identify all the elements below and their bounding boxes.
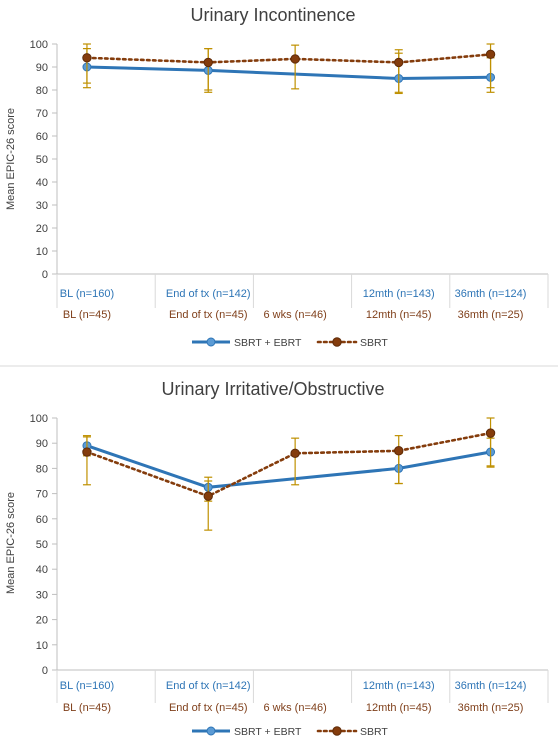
legend-label: SBRT — [360, 337, 388, 349]
y-tick-label: 50 — [36, 539, 48, 551]
series-line — [86, 65, 491, 81]
x-tick-label: BL (n=45) — [63, 309, 111, 321]
y-tick-label: 0 — [42, 269, 48, 281]
series-line — [86, 444, 491, 489]
y-tick-label: 60 — [36, 514, 48, 526]
chart-title: Urinary Incontinence — [190, 5, 355, 25]
x-tick-label: 6 wks (n=46) — [263, 309, 326, 321]
data-point — [290, 448, 300, 458]
y-tick-label: 10 — [36, 246, 48, 258]
y-tick-label: 70 — [36, 108, 48, 120]
x-tick-label: End of tx (n=45) — [169, 309, 248, 321]
y-axis-title: Mean EPIC-26 score — [5, 108, 17, 210]
series-sbrt-ebrt — [82, 47, 496, 95]
series-sbrt — [82, 417, 496, 531]
series-line — [85, 53, 492, 64]
data-point — [485, 428, 496, 438]
chart-plot-area: 0 10 20 30 40 50 60 70 80 90 100 BL (n=160) End of t… — [30, 39, 549, 349]
y-tick-label: 90 — [36, 62, 48, 74]
x-tick-label: 36mth (n=124) — [455, 288, 527, 300]
y-tick-label: 0 — [42, 665, 48, 677]
data-point — [203, 57, 213, 68]
chart-urinary-irritative-obstructive: Urinary Irritative/Obstructive Mean EPIC… — [5, 379, 549, 738]
y-tick-label: 100 — [30, 39, 48, 51]
y-tick-label: 100 — [30, 413, 48, 425]
x-tick-label: 12mth (n=143) — [363, 288, 435, 300]
legend-swatch-marker — [332, 726, 342, 736]
y-axis-title: Mean EPIC-26 score — [5, 492, 17, 594]
y-tick-label: 80 — [36, 463, 48, 475]
y-tick-label: 20 — [36, 223, 48, 235]
legend-label: SBRT + EBRT — [234, 337, 302, 349]
data-point — [394, 446, 404, 456]
x-tick-label: BL (n=160) — [60, 680, 114, 692]
chart-plot-area: 0 10 20 30 40 50 60 70 80 90 100 BL (n=160) End of t… — [30, 413, 549, 738]
data-point — [290, 54, 300, 64]
chart-urinary-incontinence: Urinary Incontinence Mean EPIC-26 score … — [5, 5, 549, 349]
chart-title: Urinary Irritative/Obstructive — [161, 379, 384, 399]
x-tick-label: 36mth (n=25) — [458, 309, 524, 321]
y-tick-label: 40 — [36, 177, 48, 189]
x-tick-label: 36mth (n=124) — [455, 680, 527, 692]
data-point — [485, 49, 496, 60]
x-tick-label: BL (n=160) — [60, 288, 114, 300]
data-point — [203, 491, 213, 501]
y-tick-label: 20 — [36, 615, 48, 627]
series-line — [85, 431, 492, 498]
y-tick-label: 30 — [36, 589, 48, 601]
y-tick-label: 40 — [36, 564, 48, 576]
y-tick-label: 10 — [36, 640, 48, 652]
x-tick-label: 12mth (n=143) — [363, 680, 435, 692]
legend-swatch-marker — [332, 337, 342, 347]
x-tick-label: BL (n=45) — [63, 702, 111, 714]
data-point — [82, 447, 92, 457]
x-tick-label: End of tx (n=142) — [166, 680, 251, 692]
y-tick-label: 80 — [36, 85, 48, 97]
series-sbrt — [82, 43, 496, 93]
series-sbrt-ebrt — [82, 435, 496, 502]
y-tick-label: 30 — [36, 200, 48, 212]
legend: SBRT + EBRT SBRT — [192, 337, 388, 349]
x-tick-label: 12mth (n=45) — [366, 702, 432, 714]
x-tick-label: End of tx (n=45) — [169, 702, 248, 714]
y-tick-label: 90 — [36, 438, 48, 450]
y-tick-label: 50 — [36, 154, 48, 166]
x-tick-label: 12mth (n=45) — [366, 309, 432, 321]
legend: SBRT + EBRT SBRT — [192, 726, 388, 738]
y-tick-label: 60 — [36, 131, 48, 143]
x-tick-label: 36mth (n=25) — [458, 702, 524, 714]
legend-swatch-marker — [206, 726, 216, 736]
legend-label: SBRT + EBRT — [234, 726, 302, 738]
x-tick-label: End of tx (n=142) — [166, 288, 251, 300]
data-point — [82, 53, 92, 63]
x-tick-label: 6 wks (n=46) — [263, 702, 326, 714]
y-tick-label: 70 — [36, 489, 48, 501]
data-point — [394, 57, 404, 68]
legend-swatch-marker — [206, 337, 216, 347]
legend-label: SBRT — [360, 726, 388, 738]
